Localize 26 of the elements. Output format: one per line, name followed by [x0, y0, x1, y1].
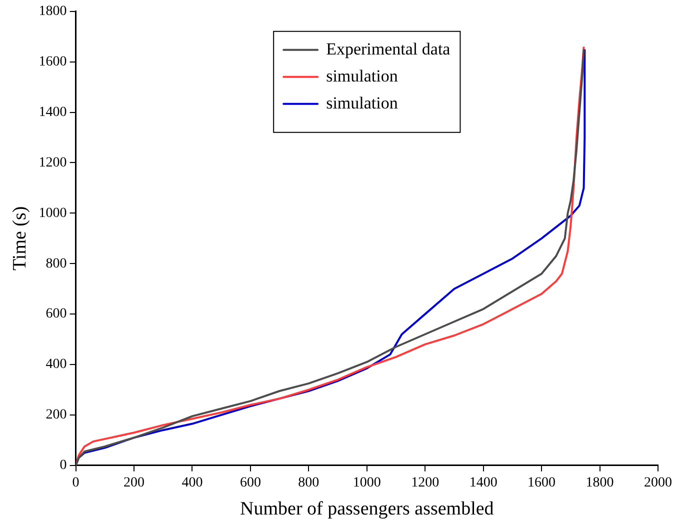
legend-label: simulation: [326, 66, 398, 86]
x-tick-label: 1600: [528, 475, 556, 490]
x-tick-label: 1000: [352, 475, 381, 490]
x-tick-label: 800: [298, 475, 320, 490]
x-tick-label: 600: [240, 475, 261, 490]
x-tick-label: 200: [124, 475, 145, 490]
y-tick-label: 1000: [38, 206, 67, 221]
y-tick-label: 1400: [38, 104, 67, 120]
legend-label: simulation: [326, 93, 398, 112]
x-tick-label: 400: [182, 475, 203, 490]
y-tick-label: 1200: [38, 155, 67, 170]
y-tick-label: 800: [46, 256, 67, 272]
x-tick-label: 1800: [586, 475, 614, 490]
x-tick-label: 2000: [644, 475, 672, 490]
y-tick-label: 200: [46, 408, 67, 423]
y-axis-title: Time (s): [9, 206, 30, 271]
y-tick-label: 1800: [38, 4, 67, 20]
x-axis-title: Number of passengers assembled: [240, 498, 494, 520]
x-tick-label: 1400: [469, 475, 498, 490]
y-tick-label: 600: [46, 306, 67, 322]
y-tick-label: 400: [46, 357, 67, 372]
legend-label: Experimental data: [326, 39, 451, 58]
y-tick-label: 0: [60, 458, 67, 474]
y-tick-label: 1600: [38, 54, 67, 70]
x-tick-label: 0: [72, 475, 80, 490]
x-tick-label: 1200: [411, 475, 440, 490]
